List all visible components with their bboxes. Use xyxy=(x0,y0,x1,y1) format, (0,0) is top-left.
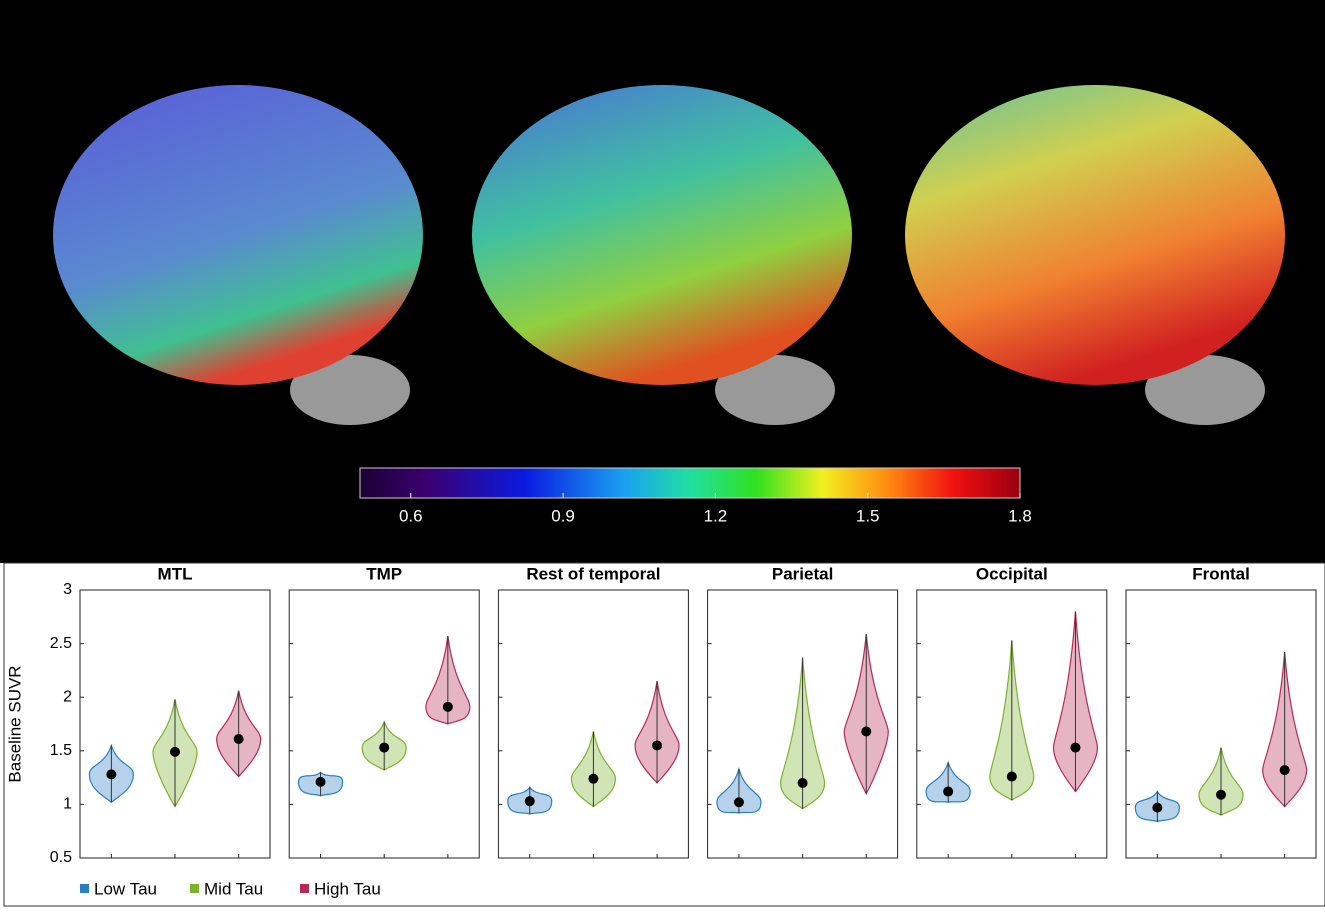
median-dot xyxy=(1279,765,1290,776)
brain xyxy=(905,85,1285,385)
panel-title: TMP xyxy=(366,564,402,583)
median-dot xyxy=(1006,771,1017,782)
median-dot xyxy=(588,773,599,784)
median-dot xyxy=(733,797,744,808)
panel-title: MTL xyxy=(158,564,193,583)
median-dot xyxy=(797,777,808,788)
cerebellum xyxy=(290,355,410,425)
cerebellum xyxy=(1145,355,1265,425)
legend-swatch xyxy=(190,884,199,893)
median-dot xyxy=(315,776,326,787)
y-tick-label: 3 xyxy=(63,581,72,598)
colorbar xyxy=(359,467,1021,499)
y-axis-label: Baseline SUVR xyxy=(5,665,24,782)
median-dot xyxy=(943,786,954,797)
legend-swatch xyxy=(300,884,309,893)
panel-title: Frontal xyxy=(1192,564,1250,583)
median-dot xyxy=(524,796,535,807)
median-dot xyxy=(106,769,117,780)
legend-label: Mid Tau xyxy=(204,879,263,898)
legend-swatch xyxy=(80,884,89,893)
panel-title: Parietal xyxy=(772,564,833,583)
median-dot xyxy=(442,701,453,712)
y-tick-label: 2.5 xyxy=(50,635,72,652)
median-dot xyxy=(379,742,390,753)
median-dot xyxy=(1152,802,1163,813)
lower-frame xyxy=(3,562,1325,907)
colorbar-tick-label: 0.6 xyxy=(399,506,423,525)
median-dot xyxy=(170,746,180,757)
y-tick-label: 0.5 xyxy=(50,849,72,866)
brain-images xyxy=(53,85,1285,425)
median-dot xyxy=(1216,789,1226,800)
panel-title: Rest of temporal xyxy=(526,564,660,583)
legend-label: Low Tau xyxy=(94,879,157,898)
panel-title: Occipital xyxy=(976,564,1048,583)
brain xyxy=(53,85,423,385)
median-dot xyxy=(652,740,663,751)
colorbar-tick-label: 1.2 xyxy=(704,506,728,525)
median-dot xyxy=(861,726,872,737)
y-tick-label: 1.5 xyxy=(50,742,72,759)
y-tick-label: 2 xyxy=(63,688,72,705)
median-dot xyxy=(233,734,244,745)
brain xyxy=(472,85,852,385)
colorbar-tick-label: 1.8 xyxy=(1008,506,1032,525)
legend-label: High Tau xyxy=(314,879,381,898)
colorbar-tick-label: 0.9 xyxy=(551,506,575,525)
colorbar-tick-label: 1.5 xyxy=(856,506,880,525)
median-dot xyxy=(1070,742,1081,753)
cerebellum xyxy=(715,355,835,425)
y-tick-label: 1 xyxy=(63,796,72,813)
